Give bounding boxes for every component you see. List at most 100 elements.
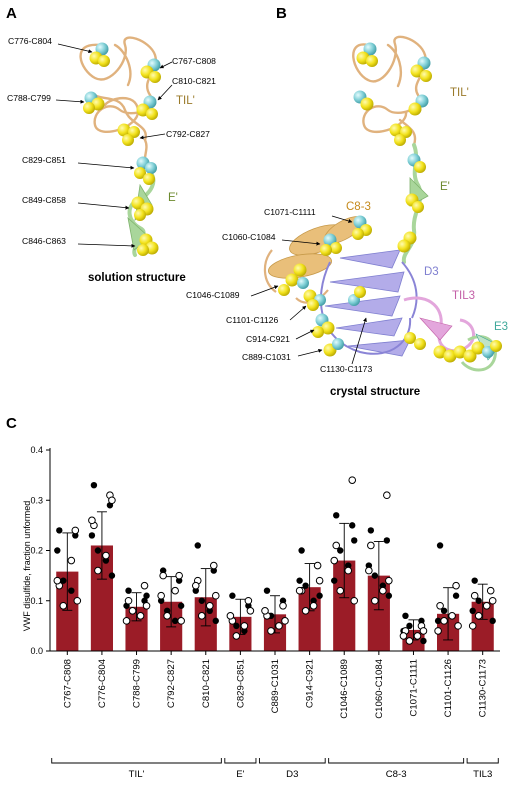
data-point-open	[136, 612, 145, 620]
data-point-open	[440, 617, 448, 625]
data-point-filled	[94, 547, 102, 554]
data-point-filled	[349, 522, 356, 529]
group-label: TIL'	[129, 769, 145, 780]
crystal-structure-caption: crystal structure	[330, 386, 420, 398]
x-category-label: C1046-C1089	[339, 659, 350, 719]
data-point-open	[405, 637, 414, 645]
y-tick-label: 0.2	[30, 546, 43, 556]
x-category-label: C776-C804	[97, 658, 108, 708]
domain-label-til-prime: TIL'	[176, 95, 195, 107]
callout-label: C914-C921	[246, 334, 290, 344]
data-point-open	[94, 566, 102, 575]
x-category-label: C767-C808	[62, 659, 73, 708]
data-point-open	[348, 476, 357, 484]
data-point-open	[301, 607, 310, 615]
data-point-filled	[171, 617, 179, 625]
panel-b-crystal-structure: B	[186, 5, 508, 398]
y-tick-label: 0.0	[30, 646, 43, 656]
data-point-open	[267, 627, 275, 635]
data-point-open	[332, 541, 341, 550]
callout-label: C1101-C1126	[226, 315, 278, 325]
data-point-open	[365, 566, 373, 575]
data-point-filled	[108, 572, 116, 579]
data-point-open	[67, 556, 76, 565]
data-point-open	[281, 617, 289, 625]
bar	[367, 575, 390, 651]
data-point-filled	[469, 607, 476, 614]
solution-structure-spheres	[83, 42, 161, 256]
panel-a-letter: A	[6, 5, 17, 22]
data-point-filled	[440, 607, 448, 614]
data-point-open	[482, 601, 491, 610]
data-point-filled	[371, 572, 379, 579]
data-point-open	[486, 586, 495, 595]
data-point-filled	[296, 577, 303, 584]
domain-label-e3: E3	[494, 321, 508, 333]
domain-label-d3: D3	[424, 266, 439, 278]
group-label: TIL3	[473, 769, 492, 780]
domain-label-e-prime: E'	[168, 192, 178, 204]
data-point-open	[73, 596, 82, 605]
data-point-filled	[402, 612, 409, 620]
data-point-open	[413, 632, 422, 640]
data-point-open	[385, 576, 393, 585]
data-point-filled	[471, 577, 478, 584]
data-point-open	[470, 591, 479, 600]
callout-label: C1060-C1084	[222, 232, 276, 242]
callout-label: C829-C851	[22, 155, 66, 165]
y-tick-label: 0.4	[30, 445, 43, 455]
data-point-filled	[331, 577, 338, 584]
x-category-label: C788-C799	[132, 659, 143, 708]
data-point-filled	[56, 527, 63, 534]
group-label: D3	[286, 769, 298, 780]
data-point-open	[53, 576, 62, 585]
panel-c-bar-chart: C VWF disulfide, fraction unformed 0.00.…	[6, 415, 500, 780]
data-point-filled	[475, 597, 482, 604]
data-point-filled	[54, 547, 61, 554]
x-category-label: C829-C851	[235, 659, 246, 708]
data-point-open	[128, 607, 137, 615]
data-point-filled	[406, 622, 413, 630]
data-point-open	[295, 586, 304, 595]
data-point-filled	[436, 542, 444, 549]
data-point-open	[434, 627, 442, 635]
x-category-label: C1071-C1111	[408, 659, 419, 717]
x-category-label: C1060-C1084	[374, 658, 385, 718]
y-tick-label: 0.1	[30, 596, 43, 606]
data-point-filled	[385, 592, 393, 599]
data-point-open	[330, 556, 339, 565]
data-point-open	[383, 491, 391, 500]
domain-label-e-prime: E'	[440, 181, 450, 193]
data-point-open	[211, 591, 220, 600]
x-category-label: C889-C1031	[270, 659, 281, 713]
callout-label: C889-C1031	[242, 352, 291, 362]
callout-label: C1130-C1173	[320, 364, 372, 374]
panel-a-solution-structure: A C77	[6, 5, 216, 284]
data-point-open	[209, 561, 218, 570]
x-category-label: C810-C821	[201, 659, 212, 708]
domain-group-brackets: TIL' E' D3 C8-3 TIL3	[51, 758, 499, 780]
data-point-filled	[434, 617, 442, 625]
y-axis: 0.0 0.1 0.2 0.3 0.4	[30, 445, 51, 656]
y-tick-label: 0.3	[30, 495, 43, 505]
data-point-filled	[263, 587, 271, 594]
group-bracket	[224, 758, 257, 764]
callout-label: C767-C808	[172, 56, 216, 66]
data-point-filled	[229, 592, 236, 599]
data-point-open	[108, 496, 116, 505]
data-point-filled	[233, 622, 240, 630]
data-point-filled	[316, 592, 323, 599]
data-point-open	[122, 617, 131, 625]
solution-structure-callouts: C776-C804 C767-C808 C810-C821 C788-C799 …	[7, 36, 216, 248]
data-point-open	[279, 601, 287, 610]
callout-label: C792-C827	[166, 129, 210, 139]
data-point-open	[436, 601, 444, 610]
group-label: E'	[236, 769, 244, 780]
data-point-filled	[383, 537, 391, 544]
group-label: C8-3	[386, 769, 407, 780]
data-point-open	[371, 596, 379, 605]
data-point-open	[452, 581, 460, 590]
data-point-filled	[90, 481, 98, 489]
data-point-open	[309, 601, 318, 610]
